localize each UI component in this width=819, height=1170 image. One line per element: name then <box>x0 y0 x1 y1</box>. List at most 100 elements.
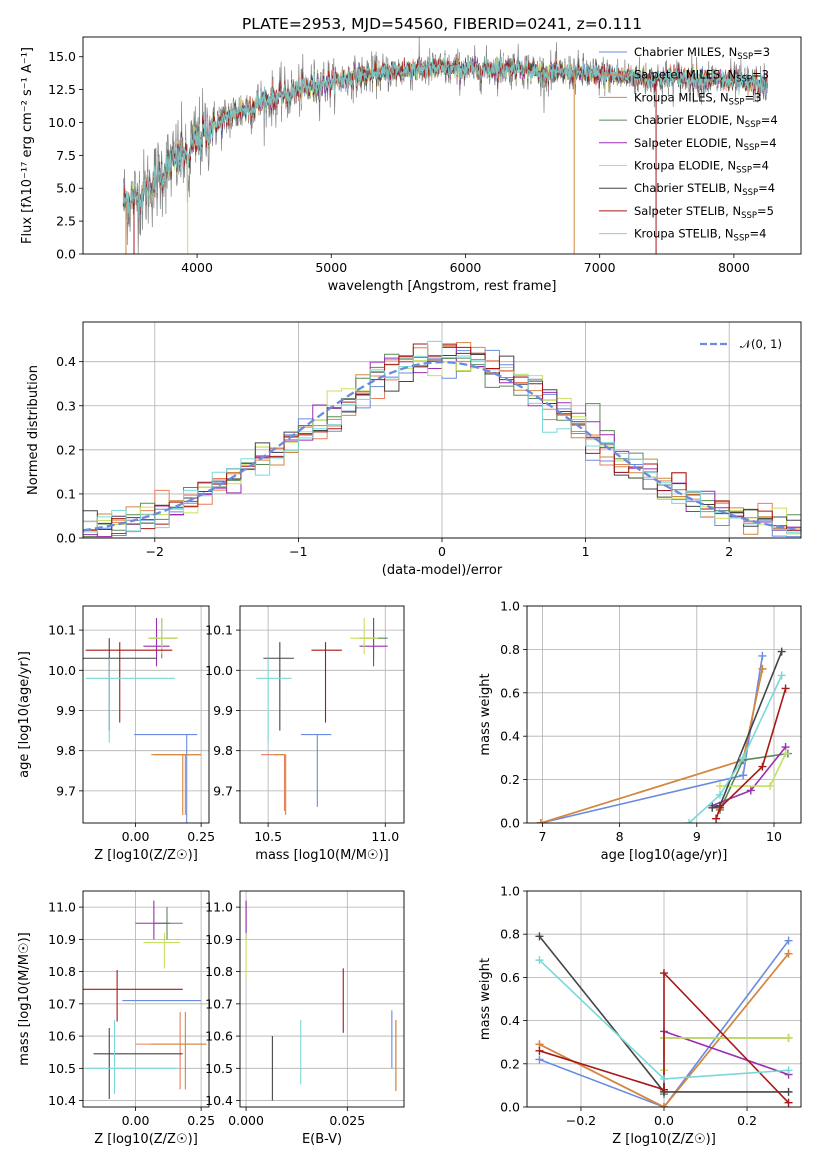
x-axis-label: Z [log10(Z/Z☉)] <box>612 1132 716 1147</box>
massweight-marker <box>758 762 767 771</box>
x-tick-label: 7000 <box>584 260 616 275</box>
y-tick-label: 10.5 <box>205 1061 233 1076</box>
x-axis-label: wavelength [Angstrom, rest frame] <box>328 279 557 294</box>
panel-age_vs_Z: 0.00 0.25 9.7 9.8 9.9 10.0 10.1 Z [log10(Z/Z☉)]… <box>17 605 215 863</box>
x-tick-label: 1 <box>582 544 590 559</box>
normal-curve-line <box>83 360 801 532</box>
residual-histogram <box>83 340 801 538</box>
y-tick-label: 0.2 <box>56 442 76 457</box>
y-tick-label: 0.3 <box>56 398 76 413</box>
y-tick-label: 0.8 <box>500 642 520 657</box>
massweight-marker <box>712 814 721 823</box>
panel-spectrum: 4000 5000 6000 7000 8000 0.0 2.5 5.0 7.5 10.0 12.5… <box>20 36 802 294</box>
legend-entry: Kroupa STELIB, NSSP=4 <box>634 227 766 244</box>
x-tick-label: −2 <box>146 544 164 559</box>
y-tick-label: 10.6 <box>48 1029 76 1044</box>
massweight-marker <box>784 949 793 958</box>
axes-frame <box>82 321 802 539</box>
massweight-marker <box>766 782 775 791</box>
y-tick-label: 15.0 <box>48 49 76 64</box>
massweight-marker <box>777 671 786 680</box>
x-tick-label: 8 <box>616 829 624 844</box>
y-tick-label: 10.4 <box>205 1093 233 1108</box>
massweight-marker <box>758 651 767 660</box>
legend-entry: Salpeter MILES, NSSP=3 <box>634 68 769 85</box>
legend-entry: Kroupa ELODIE, NSSP=4 <box>634 159 769 176</box>
massweight-marker <box>660 1085 668 1094</box>
x-axis-label: mass [log10(M/M☉)] <box>255 848 388 863</box>
panel-mass_vs_Z: 0.00 0.25 10.4 10.5 10.6 10.7 10.8 10.9 11.0 Z [l… <box>17 890 215 1147</box>
massweight-marker <box>660 969 668 978</box>
y-tick-label: 0.0 <box>56 531 76 546</box>
y-tick-label: 9.9 <box>56 703 76 718</box>
x-tick-label: 0.0 <box>654 1113 674 1128</box>
y-axis-label: mass [log10(M/M☉)] <box>17 932 32 1065</box>
x-tick-label: 0.2 <box>737 1113 757 1128</box>
massweight-marker <box>685 819 694 823</box>
y-tick-label: 0.0 <box>500 1100 520 1115</box>
y-tick-label: 0.4 <box>500 1013 520 1028</box>
massweight-marker <box>739 771 748 780</box>
legend-entry: 𝒩(0, 1) <box>740 337 782 351</box>
y-tick-label: 11.0 <box>205 900 233 915</box>
spectrum-model-line <box>122 53 768 222</box>
massweight-line <box>663 1037 789 1071</box>
massweight-marker <box>715 803 724 812</box>
y-tick-label: 5.0 <box>56 181 76 196</box>
plot-area <box>536 647 792 823</box>
massweight-marker <box>781 684 790 693</box>
x-tick-label: 7 <box>538 829 546 844</box>
x-tick-label: 0.25 <box>187 1113 215 1128</box>
massweight-marker <box>535 956 544 965</box>
y-tick-label: 10.1 <box>205 623 233 638</box>
y-tick-label: 1.0 <box>500 884 520 899</box>
y-tick-label: 10.0 <box>205 663 233 678</box>
y-tick-label: 10.9 <box>48 932 76 947</box>
residual-legend: 𝒩(0, 1) <box>700 337 782 351</box>
x-tick-label: 0.25 <box>187 829 215 844</box>
y-tick-label: 10.4 <box>48 1093 76 1108</box>
x-tick-label: 0.00 <box>122 1113 150 1128</box>
massweight-marker <box>758 664 767 673</box>
y-tick-label: 10.6 <box>205 1029 233 1044</box>
x-tick-label: 0.000 <box>228 1113 264 1128</box>
x-tick-label: 10.5 <box>254 829 282 844</box>
plot-area <box>535 932 793 1107</box>
panel-massweight_vs_Z: −0.2 0.0 0.2 0.0 0.2 0.4 0.6 0.8 1.0 Z [log10(Z/Z… <box>478 884 802 1147</box>
y-tick-label: 12.5 <box>48 82 76 97</box>
y-axis-label: age [log10(age/yr)] <box>17 651 32 778</box>
massweight-marker <box>535 1046 544 1055</box>
y-tick-label: 2.5 <box>56 214 76 229</box>
y-tick-label: 0.2 <box>500 1056 520 1071</box>
y-tick-label: 0.1 <box>56 486 76 501</box>
massweight-marker <box>739 753 748 762</box>
panel-massweight_vs_age: 7 8 9 10 0.0 0.2 0.4 0.6 0.8 1.0 age [log10(age/yr… <box>478 599 802 863</box>
massweight-marker <box>777 647 786 656</box>
y-tick-label: 10.9 <box>205 932 233 947</box>
y-axis-label: mass weight <box>478 673 493 755</box>
x-tick-label: 4000 <box>181 260 213 275</box>
x-tick-label: 10 <box>766 829 782 844</box>
axes-frame <box>239 605 405 824</box>
x-axis-label: Z [log10(Z/Z☉)] <box>94 848 198 863</box>
y-axis-label: mass weight <box>478 958 493 1040</box>
y-tick-label: 10.5 <box>48 1061 76 1076</box>
legend-entry: Salpeter STELIB, NSSP=5 <box>634 204 774 221</box>
y-tick-label: 0.0 <box>56 247 76 262</box>
massweight-marker <box>660 1103 668 1107</box>
x-tick-label: 2 <box>725 544 733 559</box>
y-tick-label: 0.8 <box>500 927 520 942</box>
x-tick-label: 5000 <box>315 260 347 275</box>
legend-entry: Chabrier ELODIE, NSSP=4 <box>634 113 778 130</box>
x-tick-label: 8000 <box>718 260 750 275</box>
massweight-marker <box>715 790 724 799</box>
x-axis-label: E(B-V) <box>302 1132 342 1147</box>
y-tick-label: 10.0 <box>48 663 76 678</box>
y-tick-label: 10.8 <box>48 964 76 979</box>
massweight-marker <box>708 803 717 812</box>
x-tick-label: 0.00 <box>122 829 150 844</box>
massweight-line <box>539 953 790 1107</box>
massweight-line <box>688 675 783 823</box>
axes-frame <box>526 890 802 1108</box>
y-tick-label: 10.8 <box>205 964 233 979</box>
